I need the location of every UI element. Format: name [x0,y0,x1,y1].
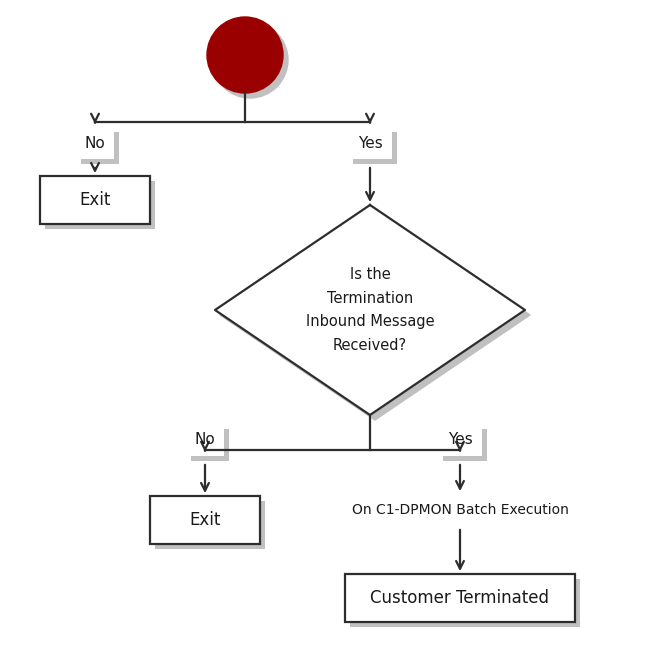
FancyBboxPatch shape [155,501,265,549]
Text: On C1-DPMON Batch Execution: On C1-DPMON Batch Execution [352,503,569,517]
FancyBboxPatch shape [45,181,155,229]
FancyBboxPatch shape [443,429,487,461]
Text: Yes: Yes [447,432,472,447]
FancyBboxPatch shape [40,176,150,224]
FancyBboxPatch shape [191,429,229,461]
FancyBboxPatch shape [150,496,260,544]
Text: Exit: Exit [79,191,111,209]
Circle shape [207,17,283,93]
FancyBboxPatch shape [77,127,113,159]
Text: Yes: Yes [358,135,383,151]
FancyBboxPatch shape [438,424,482,456]
Polygon shape [215,205,525,415]
FancyBboxPatch shape [348,127,392,159]
FancyBboxPatch shape [345,574,575,622]
Text: No: No [195,432,215,447]
FancyBboxPatch shape [187,424,223,456]
FancyBboxPatch shape [350,579,580,627]
FancyBboxPatch shape [353,133,397,164]
Text: Is the
Termination
Inbound Message
Received?: Is the Termination Inbound Message Recei… [306,267,434,352]
Text: Exit: Exit [189,511,221,529]
Polygon shape [220,210,530,420]
Text: No: No [84,135,105,151]
Circle shape [212,22,288,98]
FancyBboxPatch shape [81,133,119,164]
Text: Customer Terminated: Customer Terminated [371,589,550,607]
